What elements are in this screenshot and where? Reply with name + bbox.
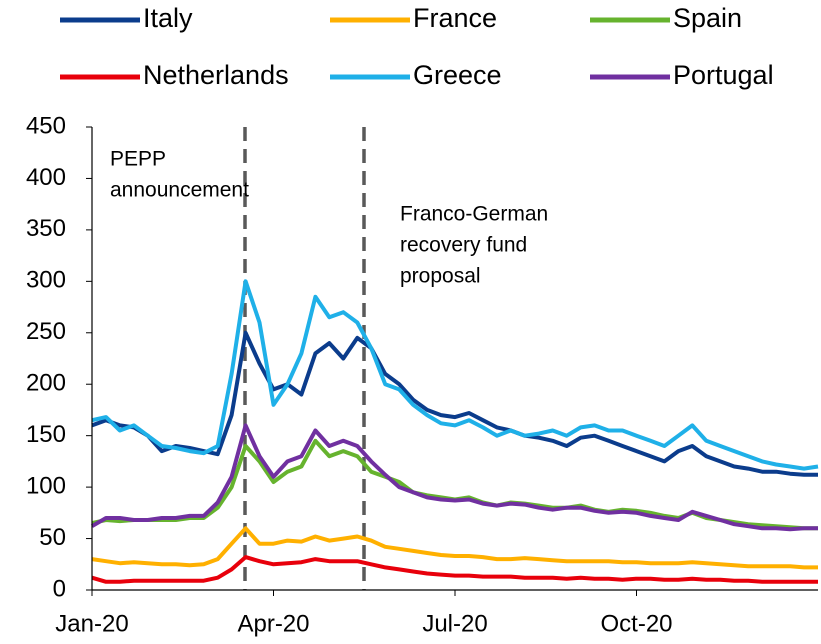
series-line (90, 423, 818, 532)
series-line (91, 555, 818, 584)
legend-label: Spain (673, 3, 742, 33)
y-tick-label: 50 (39, 524, 66, 551)
x-tick-label: Jan-20 (55, 610, 128, 637)
annotation: announcement (110, 179, 249, 202)
y-tick-label: 400 (26, 164, 66, 191)
y-tick-label: 100 (26, 472, 66, 499)
series-line (91, 526, 818, 570)
legend-label: Italy (143, 3, 193, 33)
y-tick-label: 300 (26, 267, 66, 294)
series-line (91, 279, 819, 471)
annotation: Franco-German (400, 203, 548, 226)
x-tick-label: Apr-20 (237, 610, 309, 637)
legend-label: Greece (413, 60, 502, 90)
series-line (91, 330, 818, 477)
legend-label: Portugal (673, 60, 774, 90)
x-tick-label: Oct-20 (600, 610, 672, 637)
y-tick-label: 350 (26, 215, 66, 242)
y-tick-label: 250 (26, 318, 66, 345)
y-tick-label: 200 (26, 370, 66, 397)
plot-lines (90, 279, 819, 584)
legend-label: France (413, 3, 497, 33)
annotation: proposal (400, 265, 481, 288)
y-tick-label: 150 (26, 421, 66, 448)
legend-label: Netherlands (143, 60, 289, 90)
y-tick-label: 450 (26, 112, 66, 139)
y-tick-label: 0 (53, 575, 66, 602)
annotation: recovery fund (400, 234, 527, 257)
annotation: PEPP (110, 148, 166, 171)
x-tick-label: Jul-20 (422, 610, 487, 637)
